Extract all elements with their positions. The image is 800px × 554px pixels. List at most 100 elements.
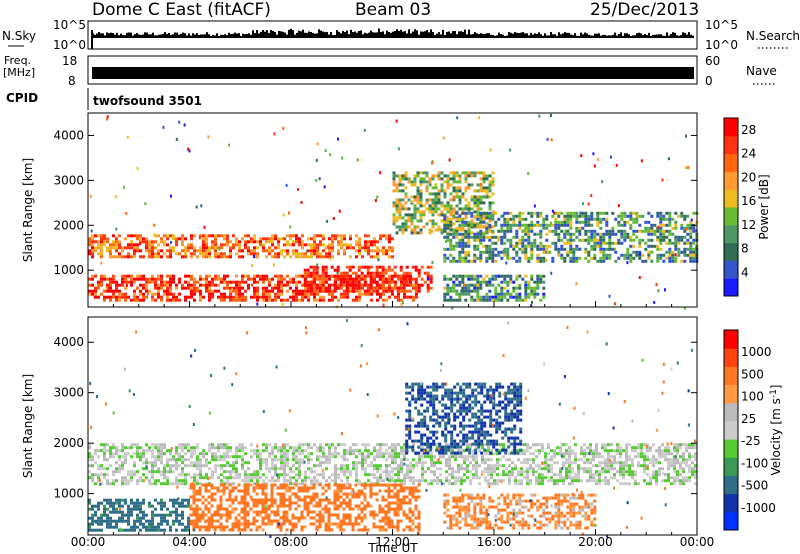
power-data-cell xyxy=(674,223,678,227)
power-data-cell xyxy=(339,280,343,284)
power-data-cell xyxy=(557,214,561,218)
power-data-cell xyxy=(145,286,148,290)
velocity-data-cell xyxy=(163,464,166,468)
velocity-data-cell xyxy=(115,467,118,471)
power-data-cell xyxy=(485,216,489,220)
power-data-cell xyxy=(500,238,504,242)
power-data-cell xyxy=(395,186,399,190)
power-data-cell xyxy=(382,249,385,253)
velocity-data-cell xyxy=(622,482,625,486)
power-data-cell xyxy=(411,265,415,269)
velocity-data-cell xyxy=(646,482,649,486)
nsky-bar xyxy=(316,33,318,38)
power-data-cell xyxy=(358,298,361,302)
power-data-cell xyxy=(399,289,403,293)
velocity-data-cell xyxy=(475,464,478,468)
velocity-data-cell xyxy=(115,461,118,465)
power-data-cell xyxy=(346,280,349,284)
power-data-cell xyxy=(148,277,151,281)
velocity-data-cell xyxy=(298,473,301,477)
power-data-cell xyxy=(316,243,319,247)
power-data-cell xyxy=(476,198,480,202)
velocity-data-cell xyxy=(201,483,205,487)
power-data-cell xyxy=(599,244,603,248)
velocity-data-cell xyxy=(280,467,283,471)
power-data-cell xyxy=(506,223,510,227)
power-data-cell xyxy=(295,234,298,238)
velocity-data-cell xyxy=(598,455,601,459)
velocity-data-cell xyxy=(262,458,265,462)
nsky-bar xyxy=(492,34,494,38)
velocity-data-cell xyxy=(526,449,529,453)
velocity-data-cell xyxy=(103,455,106,459)
power-data-cell xyxy=(91,255,94,259)
power-scatter-cell xyxy=(502,250,505,254)
velocity-data-cell xyxy=(160,461,163,465)
power-data-cell xyxy=(494,241,498,245)
power-data-cell xyxy=(488,235,492,239)
power-data-cell xyxy=(211,246,214,250)
velocity-data-cell xyxy=(559,476,562,480)
power-data-cell xyxy=(428,231,432,235)
velocity-data-cell xyxy=(280,461,283,465)
velocity-data-cell xyxy=(88,443,91,447)
power-data-cell xyxy=(602,241,606,245)
power-scatter-cell xyxy=(549,221,552,225)
power-data-cell xyxy=(303,277,307,281)
power-data-cell xyxy=(235,240,238,244)
power-data-cell xyxy=(229,280,232,284)
velocity-data-cell xyxy=(316,458,319,462)
velocity-data-cell xyxy=(604,467,607,471)
power-data-cell xyxy=(542,292,546,296)
power-data-cell xyxy=(166,274,169,278)
power-data-cell xyxy=(476,183,480,187)
power-data-cell xyxy=(416,198,420,202)
power-data-cell xyxy=(310,274,313,278)
velocity-data-cell xyxy=(196,443,199,447)
power-data-cell xyxy=(539,229,543,233)
power-data-cell xyxy=(551,223,555,227)
velocity-data-cell xyxy=(247,476,250,480)
nsky-bar xyxy=(126,32,128,38)
power-data-cell xyxy=(491,229,495,233)
velocity-data-cell xyxy=(195,510,199,514)
velocity-data-cell xyxy=(673,470,676,474)
power-data-cell xyxy=(425,180,429,184)
velocity-data-cell xyxy=(232,476,235,480)
power-data-cell xyxy=(635,250,639,254)
power-data-cell xyxy=(163,234,166,238)
velocity-data-cell xyxy=(427,482,430,486)
power-data-cell xyxy=(401,177,405,181)
power-data-cell xyxy=(178,277,181,281)
freq-strip-frame xyxy=(87,55,698,85)
power-data-cell xyxy=(321,289,325,293)
velocity-data-cell xyxy=(319,473,322,477)
velocity-data-cell xyxy=(343,464,346,468)
power-data-cell xyxy=(346,246,349,250)
velocity-data-cell xyxy=(274,467,277,471)
velocity-data-cell xyxy=(198,525,202,529)
velocity-data-cell xyxy=(280,452,283,456)
power-data-cell xyxy=(446,292,450,296)
velocity-data-cell xyxy=(145,449,148,453)
power-data-cell xyxy=(554,211,558,215)
velocity-data-cell xyxy=(643,464,646,468)
power-data-cell xyxy=(316,292,319,296)
power-data-cell xyxy=(479,186,483,190)
power-data-cell xyxy=(659,211,663,215)
velocity-data-cell xyxy=(238,455,241,459)
nsky-bar xyxy=(134,34,136,38)
power-data-cell xyxy=(635,220,639,224)
nsky-bar xyxy=(326,31,328,38)
power-data-cell xyxy=(644,241,648,245)
velocity-data-cell xyxy=(232,482,235,486)
velocity-data-cell xyxy=(220,455,223,459)
power-data-cell xyxy=(488,180,492,184)
power-data-cell xyxy=(358,252,361,256)
power-data-cell xyxy=(488,201,492,205)
velocity-data-cell xyxy=(460,467,463,471)
power-data-cell xyxy=(118,292,121,296)
velocity-data-cell xyxy=(688,464,691,468)
power-data-cell xyxy=(315,277,319,281)
velocity-data-cell xyxy=(475,461,478,465)
